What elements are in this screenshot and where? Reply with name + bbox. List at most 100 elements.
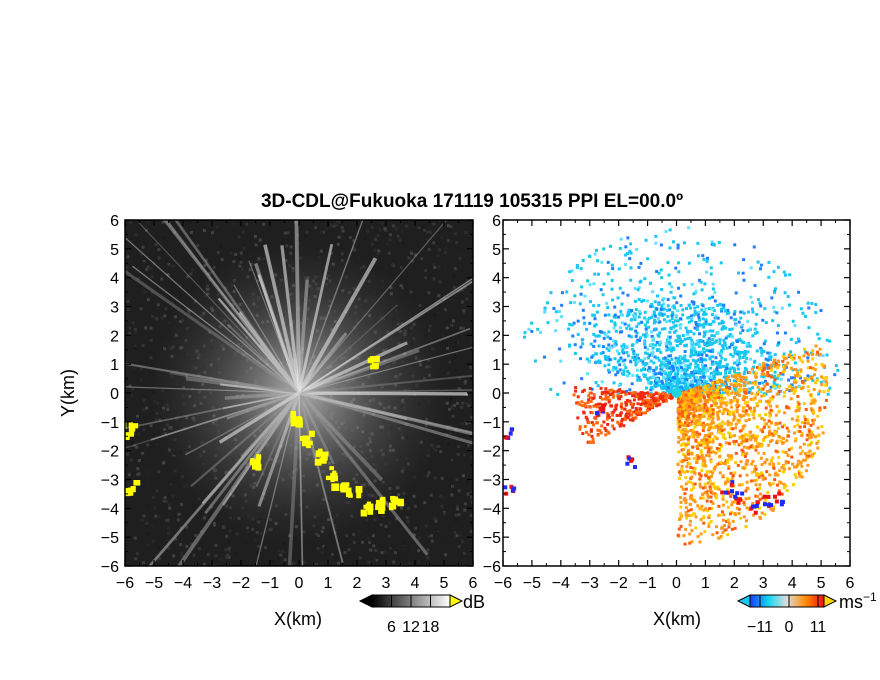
- noise-cell: [154, 246, 158, 250]
- velocity-cell: [682, 283, 686, 287]
- velocity-cell: [828, 339, 832, 343]
- velocity-cell: [810, 375, 814, 379]
- velocity-cell: [781, 437, 785, 441]
- velocity-cell: [785, 426, 789, 430]
- velocity-cell: [698, 381, 702, 385]
- velocity-cell: [666, 335, 670, 339]
- velocity-cell: [609, 346, 613, 350]
- noise-cell: [401, 242, 405, 246]
- velocity-cell: [785, 439, 789, 443]
- noise-cell: [168, 502, 172, 506]
- velocity-cell: [702, 515, 706, 519]
- noise-cell: [137, 458, 141, 462]
- velocity-cell: [597, 360, 601, 364]
- noise-cell: [363, 237, 367, 241]
- velocity-cell: [759, 263, 763, 267]
- velocity-cell: [818, 352, 822, 356]
- flag-cell: [256, 454, 262, 460]
- velocity-cell: [709, 379, 713, 383]
- velocity-cell: [600, 260, 604, 264]
- noise-cell: [302, 561, 306, 565]
- velocity-cell: [699, 398, 703, 402]
- velocity-cell: [733, 370, 737, 374]
- velocity-cell: [567, 327, 571, 331]
- velocity-cell: [754, 467, 758, 471]
- velocity-cell: [768, 389, 772, 393]
- noise-cell: [283, 231, 287, 235]
- noise-cell: [429, 534, 433, 538]
- velocity-cell: [688, 532, 692, 536]
- noise-cell: [450, 493, 454, 497]
- x-tick-label: 5: [440, 575, 449, 592]
- velocity-cell: [786, 361, 790, 365]
- velocity-cell: [781, 370, 785, 374]
- flag-cell: [130, 486, 136, 493]
- noise-cell: [228, 529, 232, 533]
- velocity-cell: [711, 501, 715, 505]
- noise-cell: [133, 444, 137, 448]
- velocity-cell: [808, 375, 812, 379]
- velocity-cell: [603, 313, 607, 317]
- velocity-cell: [576, 332, 580, 336]
- velocity-cell: [596, 259, 600, 263]
- velocity-cell: [730, 527, 734, 531]
- velocity-cell: [691, 401, 695, 405]
- velocity-cell: [779, 439, 783, 443]
- velocity-cell: [712, 376, 716, 380]
- velocity-cell: [743, 370, 747, 374]
- velocity-cell: [678, 339, 682, 343]
- velocity-cell: [690, 314, 694, 318]
- velocity-cell: [681, 367, 685, 371]
- velocity-cell: [698, 540, 702, 544]
- noise-cell: [294, 220, 298, 224]
- velocity-cell: [758, 413, 762, 417]
- velocity-cell: [708, 426, 712, 430]
- velocity-cell: [769, 459, 773, 463]
- velocity-cell: [718, 342, 722, 346]
- velocity-cell: [734, 346, 738, 350]
- noise-cell: [424, 276, 428, 280]
- velocity-cell: [686, 413, 690, 417]
- velocity-cell: [668, 342, 672, 346]
- noise-cell: [435, 517, 439, 521]
- velocity-cell: [704, 464, 708, 468]
- velocity-cell: [725, 366, 729, 370]
- noise-cell: [469, 513, 473, 517]
- velocity-cell: [824, 398, 828, 402]
- noise-cell: [469, 491, 473, 495]
- velocity-cell: [685, 410, 689, 414]
- noise-cell: [133, 536, 137, 540]
- velocity-cell: [780, 425, 784, 429]
- velocity-cell: [745, 344, 749, 348]
- noise-cell: [368, 540, 372, 544]
- velocity-cell: [646, 378, 650, 382]
- flag-cell: [129, 431, 134, 437]
- velocity-cell: [552, 306, 556, 310]
- velocity-cell: [708, 397, 712, 401]
- velocity-cell: [762, 451, 766, 455]
- velocity-cell: [705, 270, 709, 274]
- velocity-cell: [687, 437, 691, 441]
- velocity-cell: [676, 422, 680, 426]
- velocity-cell: [692, 456, 696, 460]
- velocity-cell: [664, 320, 668, 324]
- velocity-cell: [671, 367, 675, 371]
- noise-cell: [172, 554, 176, 558]
- noise-cell: [128, 384, 132, 388]
- noise-cell: [427, 247, 431, 251]
- noise-cell: [185, 269, 189, 273]
- velocity-cell: [636, 377, 640, 381]
- echo-beam: [125, 269, 300, 395]
- noise-cell: [389, 233, 393, 237]
- velocity-cell: [712, 391, 716, 395]
- velocity-cell: [593, 339, 597, 343]
- velocity-cell: [635, 408, 639, 412]
- velocity-cell: [799, 471, 803, 475]
- velocity-cell: [753, 327, 757, 331]
- velocity-cell: [664, 372, 668, 376]
- velocity-cell: [784, 461, 788, 465]
- velocity-cell: [645, 376, 649, 380]
- velocity-cell: [611, 298, 615, 302]
- velocity-cell: [622, 351, 626, 355]
- noise-cell: [452, 404, 456, 408]
